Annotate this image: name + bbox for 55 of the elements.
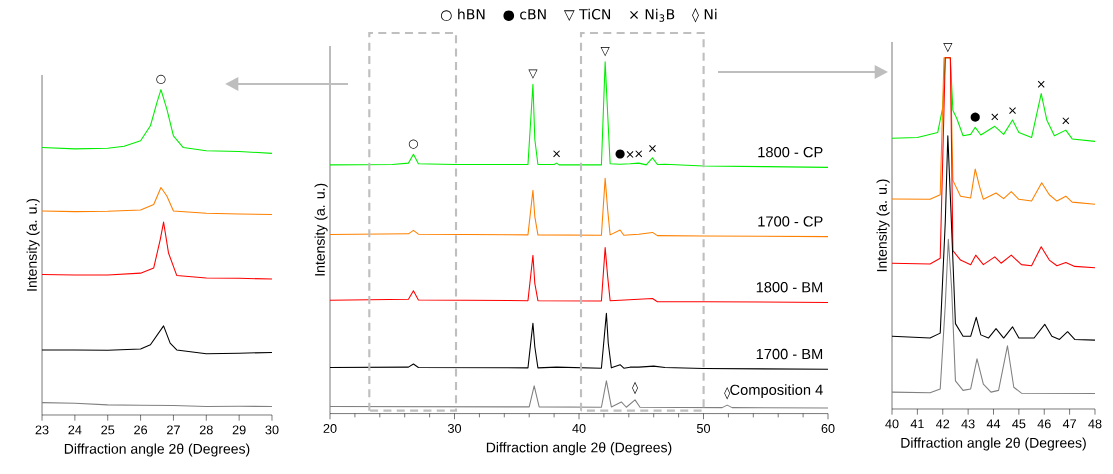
annotation: ○: [408, 139, 418, 149]
y-axis-title: Intensity (a. u.): [876, 179, 890, 272]
x-tick-label: 28: [199, 425, 213, 435]
x-tick-label: 40: [572, 423, 586, 433]
x-tick-label: 41: [910, 419, 924, 429]
series-label: 1700 - BM: [756, 348, 823, 360]
x-axis-title: Diffraction angle 2θ (Degrees): [901, 437, 1086, 451]
x-tick-label: 47: [1062, 419, 1077, 429]
x-tick-label: 25: [101, 425, 115, 435]
annotation: ▽: [528, 69, 538, 79]
annotation: ○: [156, 74, 166, 85]
annotation: ◊: [724, 387, 731, 400]
annotation: ×: [1009, 107, 1016, 114]
annotation: ●: [615, 149, 625, 159]
x-tick-label: 46: [1037, 419, 1051, 429]
x-tick-label: 45: [1012, 419, 1026, 429]
text: ● cBN: [503, 9, 546, 22]
annotation: ×: [649, 145, 656, 152]
x-tick-label: 48: [1088, 419, 1102, 429]
annotation: ●: [970, 112, 980, 122]
annotation: ×: [626, 151, 634, 158]
text: ▽ TiCN: [563, 8, 611, 22]
x-tick-label: 40: [885, 419, 899, 429]
x-tick-label: 29: [232, 425, 246, 435]
series-label: Composition 4: [730, 384, 823, 398]
y-axis-title: Intensity (a. u.): [314, 183, 328, 276]
x-tick-label: 50: [696, 423, 711, 433]
annotation: ×: [635, 150, 643, 158]
x-tick-label: 44: [986, 419, 1001, 429]
series-label: 1700 - CP: [758, 216, 823, 227]
annotation: ▽: [943, 43, 953, 53]
text: × Ni$_{3}$B: [630, 8, 675, 22]
series-label: 1800 - BM: [756, 282, 823, 293]
x-tick-label: 23: [35, 425, 49, 435]
x-axis-title: Diffraction angle 2θ (Degrees): [64, 443, 250, 457]
x-tick-label: 20: [323, 423, 337, 433]
annotation: ×: [991, 113, 999, 121]
x-tick-label: 43: [961, 419, 975, 429]
x-tick-label: 42: [936, 419, 950, 429]
x-tick-label: 26: [134, 425, 148, 435]
annotation: ▽: [600, 47, 610, 57]
x-tick-label: 30: [265, 425, 279, 435]
x-tick-label: 60: [821, 423, 835, 433]
annotation: ×: [1062, 117, 1070, 125]
annotation: ×: [1037, 80, 1045, 88]
x-tick-label: 24: [68, 425, 82, 435]
annotation: ◊: [632, 381, 638, 395]
annotation: ×: [553, 150, 560, 158]
x-axis-title: Diffraction angle 2θ (Degrees): [486, 442, 672, 456]
x-tick-label: 27: [167, 425, 180, 435]
text: ○ hBN: [441, 8, 485, 22]
series-label: 1800 - CP: [758, 146, 823, 158]
text: ◊ Ni: [692, 8, 717, 23]
y-axis-title: Intensity (a. u.): [26, 198, 40, 291]
x-tick-label: 30: [447, 423, 462, 433]
